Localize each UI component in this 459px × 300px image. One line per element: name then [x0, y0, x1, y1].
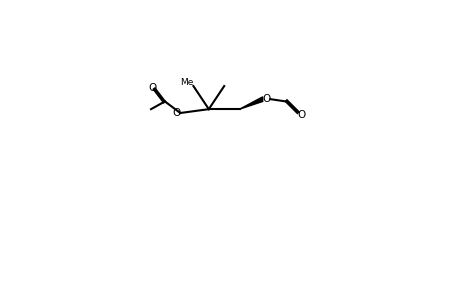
- Text: O: O: [172, 108, 180, 118]
- Text: O: O: [262, 94, 270, 104]
- Text: O: O: [148, 83, 157, 93]
- Text: Me: Me: [180, 78, 194, 87]
- Text: O: O: [297, 110, 305, 120]
- Polygon shape: [239, 97, 262, 109]
